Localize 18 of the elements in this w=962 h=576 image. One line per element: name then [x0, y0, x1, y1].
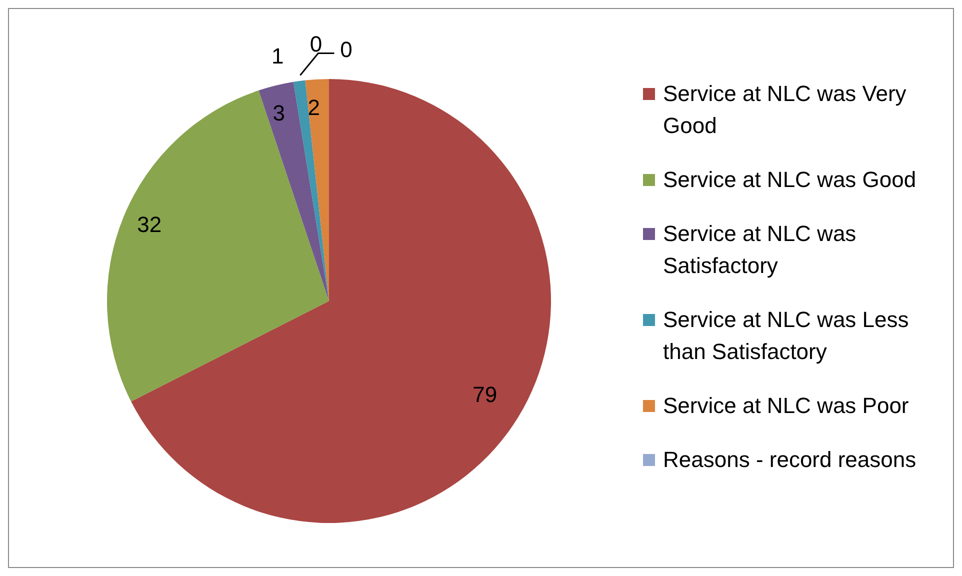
pie-slice: [293, 80, 329, 301]
data-label: 1: [271, 44, 284, 69]
legend-label: Reasons - record reasons: [663, 446, 916, 474]
data-label: 2: [308, 95, 320, 120]
legend-label: Service at NLC was Less than Satisfactory: [663, 306, 910, 366]
legend-label: Service at NLC was Very Good: [663, 80, 908, 140]
text: 0: [340, 36, 352, 62]
legend-label: Service at NLC was Poor: [663, 392, 909, 420]
data-label: 79: [472, 382, 498, 408]
pie-slice: [305, 79, 329, 301]
data-label: 3: [272, 100, 285, 126]
text: 0: [310, 32, 322, 56]
legend-label: Service at NLC was Satisfactory: [663, 220, 858, 280]
pie-slice: [107, 90, 329, 402]
pie-slice: [258, 82, 329, 301]
pie-slice: [131, 79, 551, 523]
data-label: 32: [137, 212, 162, 237]
legend-label: Service at NLC was Good: [663, 166, 916, 194]
